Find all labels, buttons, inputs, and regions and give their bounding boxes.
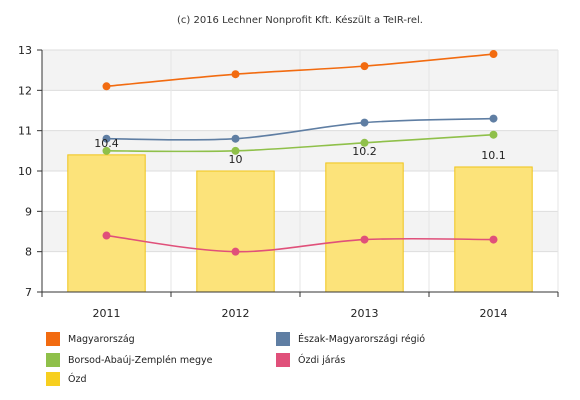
point-series-1-2011 [102,134,111,143]
bar-ozd-2013 [325,162,404,293]
data-label-ozd-2012: 10 [229,153,243,166]
legend-item[interactable]: Borsod-Abaúj-Zemplén megye [46,351,212,369]
bar-series [67,154,533,293]
point-series-0-2012 [231,70,240,79]
line-series [102,50,498,256]
point-series-3-2013 [360,235,369,244]
tick-labels: 7 8 9 10 11 12 13 2011 2012 2013 2014 [18,44,508,320]
point-series-2-2011 [102,146,111,155]
legend-label: Magyarország [68,333,135,345]
y-tick-label: 8 [25,246,32,259]
point-series-3-2014 [489,235,498,244]
point-series-1-2012 [231,134,240,143]
bar-ozd-2011 [67,154,146,293]
data-label-ozd-2013: 10.2 [352,145,377,158]
point-series-0-2013 [360,62,369,71]
legend: Magyarország Észak-Magyarországi régió Bor… [46,330,566,390]
legend-item[interactable]: Észak-Magyarországi régió [276,330,425,348]
x-tick-label: 2013 [351,307,379,320]
point-series-2-2012 [231,146,240,155]
y-tick-label: 10 [18,165,32,178]
legend-swatch [46,332,60,346]
x-tick-label: 2011 [93,307,121,320]
legend-label: Borsod-Abaúj-Zemplén megye [68,354,213,366]
point-series-1-2014 [489,114,498,123]
bar-ozd-2014 [454,166,533,293]
y-tick-label: 9 [25,205,32,218]
legend-label: Ózd [68,373,87,385]
bar-ozd-2012 [196,170,275,293]
y-tick-label: 13 [18,44,32,57]
series-line-0 [106,53,494,88]
point-series-0-2014 [489,50,498,59]
point-series-2-2014 [489,130,498,139]
data-labels: 10.4 10 10.2 10.1 [94,137,506,166]
legend-swatch [46,353,60,367]
y-tick-label: 12 [18,84,32,97]
legend-item[interactable]: Ózdi járás [276,351,345,369]
legend-item[interactable]: Magyarország [46,330,135,348]
series-line-1 [106,117,494,141]
y-tick-label: 7 [25,286,32,299]
x-tick-label: 2014 [480,307,508,320]
point-series-0-2011 [102,82,111,91]
legend-item[interactable]: Ózd [46,370,87,388]
point-series-1-2013 [360,118,369,127]
point-series-2-2013 [360,138,369,147]
legend-label: Észak-Magyarországi régió [298,333,426,345]
legend-swatch [276,353,290,367]
data-label-ozd-2011: 10.4 [94,137,119,150]
axes [37,49,559,297]
point-series-3-2012 [231,247,240,256]
data-label-ozd-2014: 10.1 [481,149,506,162]
x-tick-label: 2012 [222,307,250,320]
legend-swatch [46,372,60,386]
y-tick-label: 11 [18,125,32,138]
series-line-3 [106,234,494,253]
legend-swatch [276,332,290,346]
legend-label: Ózdi járás [298,354,346,366]
chart-credit: (c) 2016 Lechner Nonprofit Kft. Készült … [177,14,423,26]
series-line-2 [106,133,494,153]
point-series-3-2011 [102,231,111,240]
